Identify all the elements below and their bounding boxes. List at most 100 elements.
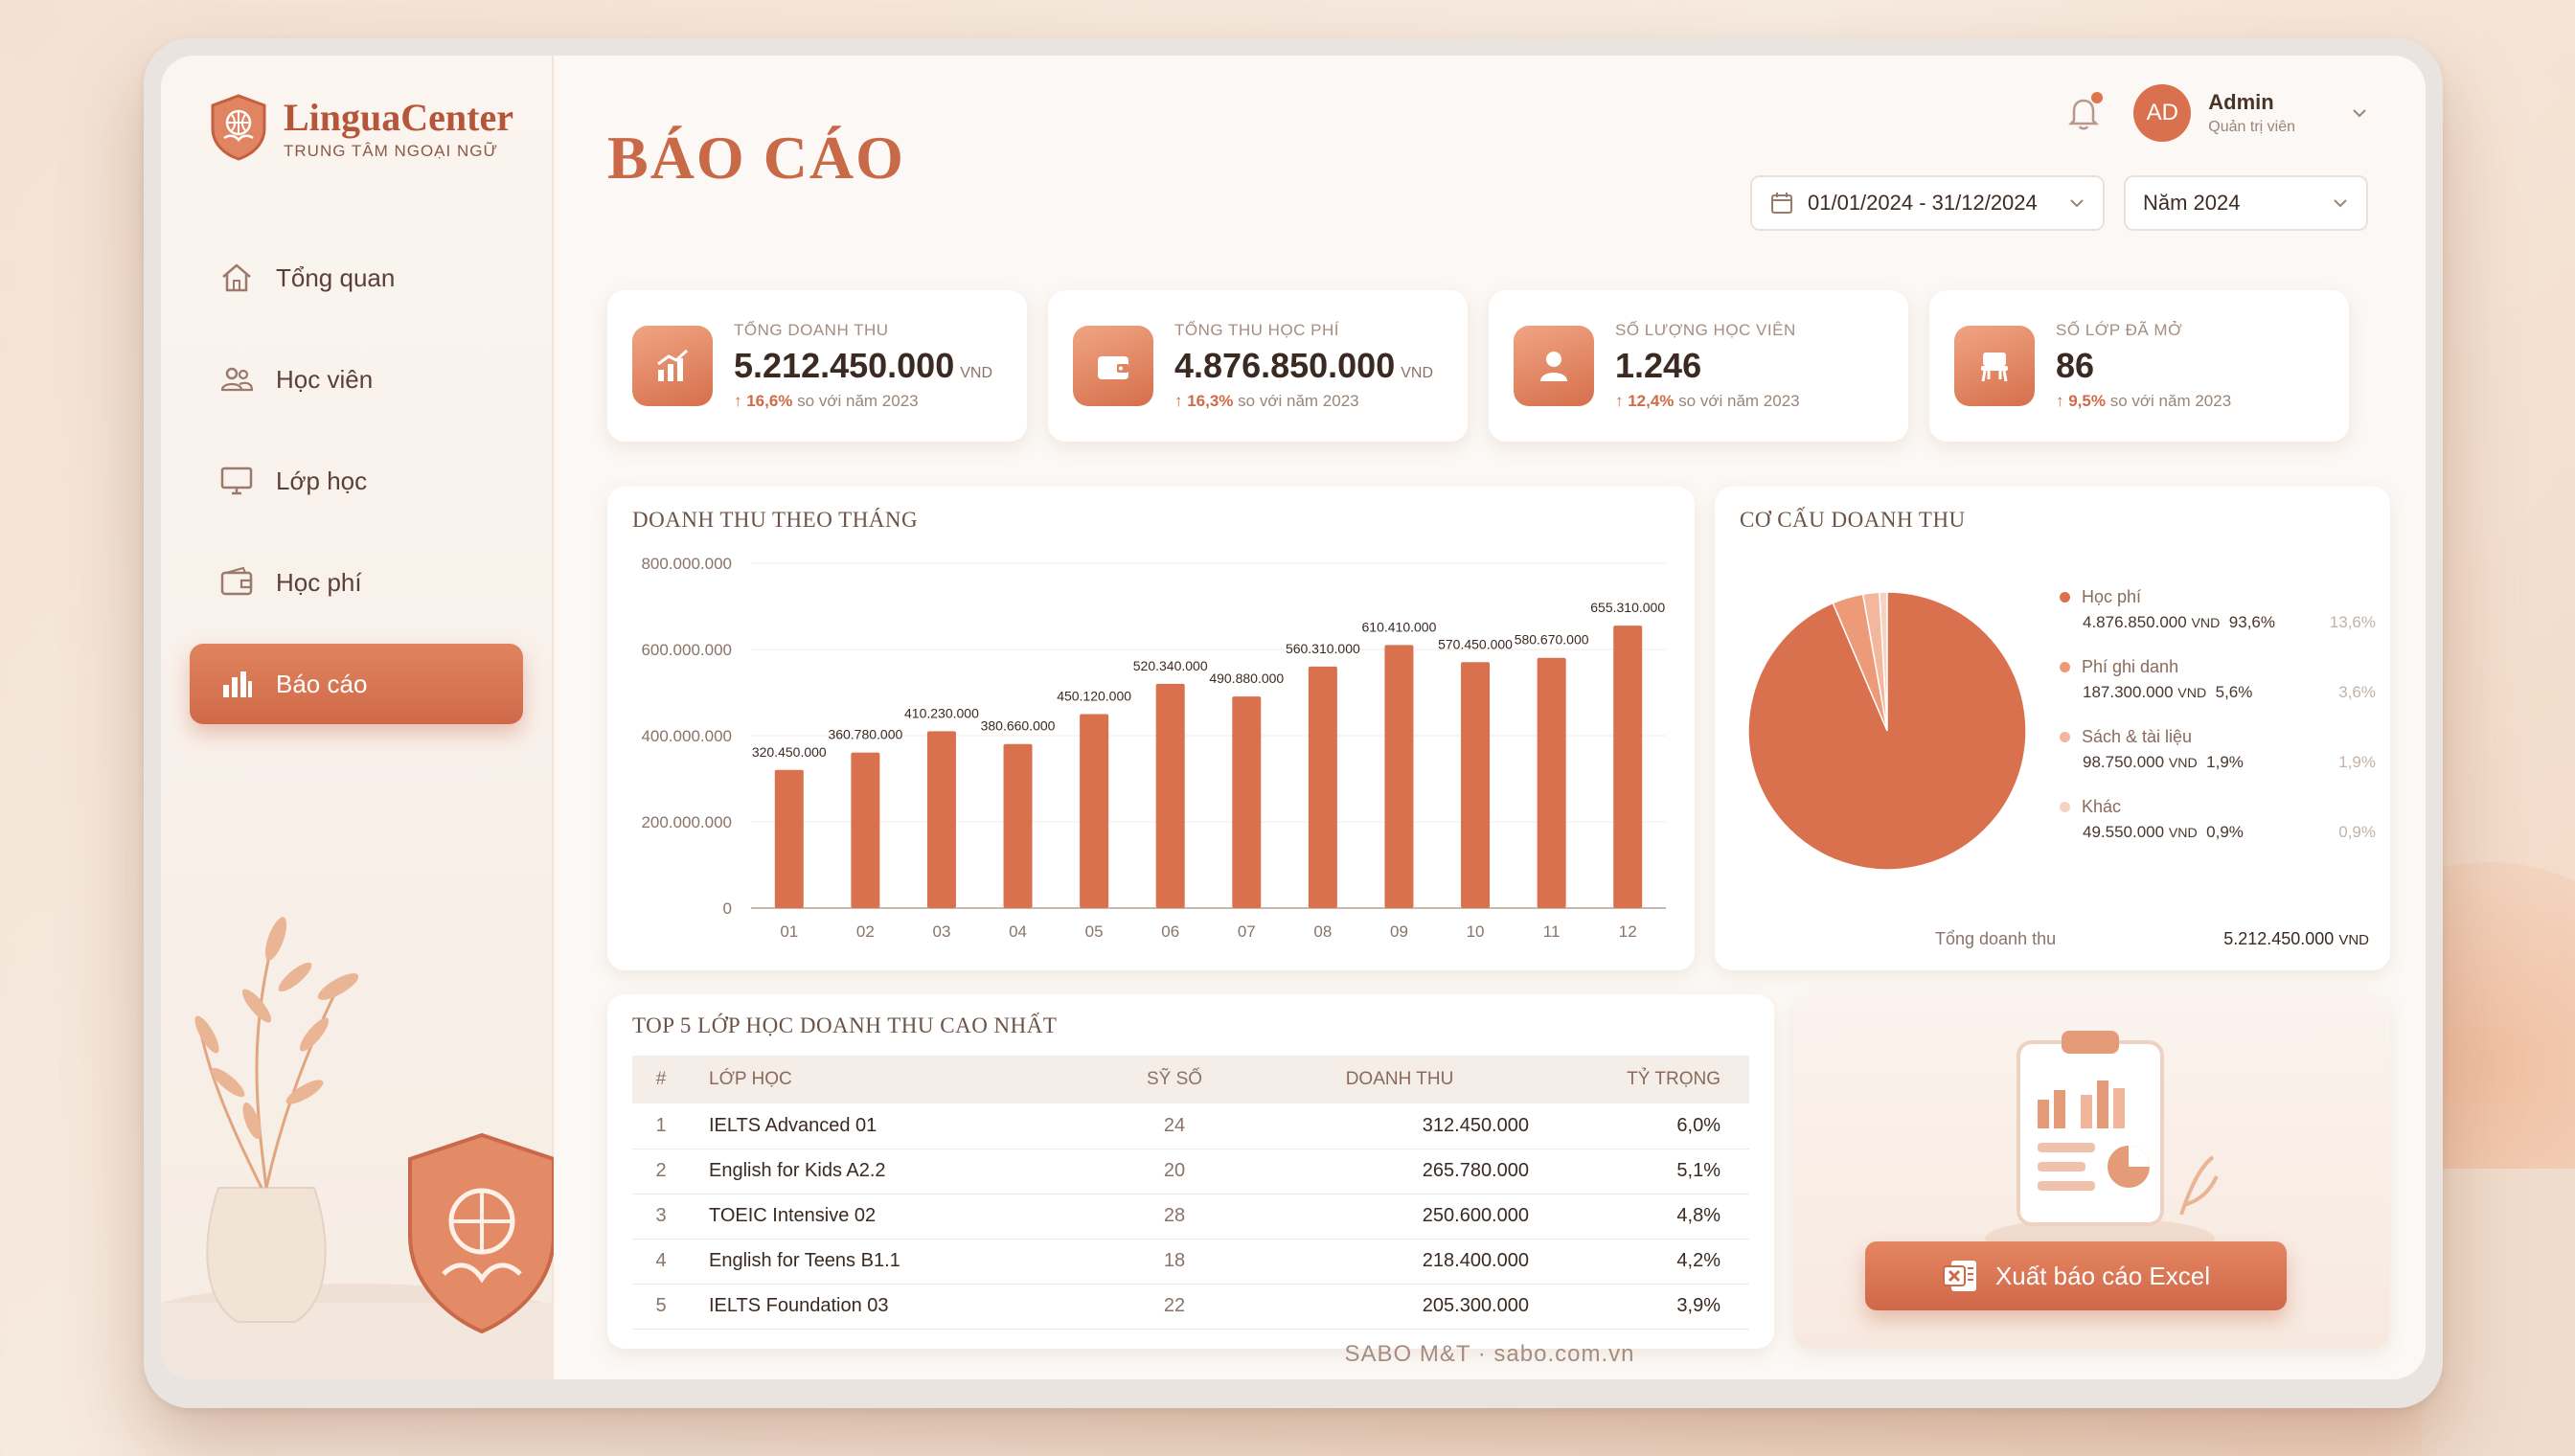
page-title: BÁO CÁO bbox=[607, 124, 905, 192]
main-content: BÁO CÁO AD Admin Quản trị viên bbox=[554, 56, 2426, 1379]
bar-value-label: 655.310.000 bbox=[1590, 600, 1665, 615]
chevron-down-icon bbox=[2353, 109, 2366, 118]
y-tick-label: 200.000.000 bbox=[641, 813, 732, 831]
table-cell: 312.450.000 bbox=[1270, 1103, 1558, 1149]
table-cell: 1 bbox=[632, 1103, 690, 1149]
wallet-icon bbox=[1073, 326, 1153, 406]
table-row[interactable]: 5 IELTS Foundation 03 22 205.300.000 3,9… bbox=[632, 1284, 1749, 1330]
bar-value-label: 560.310.000 bbox=[1286, 641, 1360, 656]
bar-value-label: 360.780.000 bbox=[828, 727, 902, 742]
table-row[interactable]: 3 TOEIC Intensive 02 28 250.600.000 4,8% bbox=[632, 1194, 1749, 1240]
user-icon bbox=[1514, 326, 1594, 406]
filters: 01/01/2024 - 31/12/2024 Năm 2024 bbox=[1750, 175, 2368, 231]
sidebar-item-classes[interactable]: Lớp học bbox=[190, 441, 523, 521]
table-cell: 5,1% bbox=[1558, 1149, 1749, 1194]
sidebar: LinguaCenter TRUNG TÂM NGOẠI NGỮ Tổng qu… bbox=[161, 56, 554, 1379]
bar-chart-icon bbox=[223, 671, 252, 697]
kpi-card-total-revenue[interactable]: TỔNG DOANH THU 5.212.450.000 VND ↑ 16,6% … bbox=[607, 290, 1027, 442]
bar-value-label: 570.450.000 bbox=[1438, 636, 1513, 651]
column-header[interactable]: TỶ TRỌNG bbox=[1558, 1056, 1749, 1103]
x-tick-label: 01 bbox=[780, 922, 798, 941]
kpi-label: SỐ LƯỢNG HỌC VIÊN bbox=[1615, 321, 1796, 339]
table-cell: English for Kids A2.2 bbox=[690, 1149, 1079, 1194]
column-header[interactable]: DOANH THU bbox=[1270, 1056, 1558, 1103]
table-row[interactable]: 1 IELTS Advanced 01 24 312.450.000 6,0% bbox=[632, 1103, 1749, 1149]
sidebar-item-label: Học viên bbox=[276, 364, 374, 394]
kpi-value: 1.246 bbox=[1615, 346, 1702, 385]
y-tick-label: 600.000.000 bbox=[641, 641, 732, 659]
column-header[interactable]: SỸ SỐ bbox=[1079, 1056, 1270, 1103]
report-clipboard-illustration bbox=[1985, 1031, 2219, 1260]
bar-value-label: 610.410.000 bbox=[1362, 619, 1437, 634]
x-tick-label: 10 bbox=[1467, 922, 1485, 941]
top-classes-panel: TOP 5 LỚP HỌC DOANH THU CAO NHẤT # LỚP H… bbox=[607, 994, 1774, 1349]
user-name: Admin bbox=[2208, 90, 2274, 114]
tablet-frame: LinguaCenter TRUNG TÂM NGOẠI NGỮ Tổng qu… bbox=[144, 38, 2443, 1408]
revenue-structure-panel: CƠ CẤU DOANH THU Học phí 4.876.850.000 V… bbox=[1715, 487, 2390, 970]
export-excel-button[interactable]: Xuất báo cáo Excel bbox=[1865, 1241, 2287, 1310]
table-cell: 3,9% bbox=[1558, 1284, 1749, 1330]
kpi-label: SỐ LỚP ĐÃ MỞ bbox=[2056, 321, 2183, 339]
bar-value-label: 520.340.000 bbox=[1133, 658, 1208, 673]
table-cell: 22 bbox=[1079, 1284, 1270, 1330]
table-cell: 250.600.000 bbox=[1270, 1194, 1558, 1240]
sidebar-item-reports[interactable]: Báo cáo bbox=[190, 644, 523, 724]
table-header-row: # LỚP HỌC SỸ SỐ DOANH THU TỶ TRỌNG bbox=[632, 1056, 1749, 1103]
bar-value-label: 580.670.000 bbox=[1515, 632, 1589, 648]
kpi-card-tuition[interactable]: TỔNG THU HỌC PHÍ 4.876.850.000 VND ↑ 16,3… bbox=[1048, 290, 1468, 442]
home-icon bbox=[222, 263, 251, 292]
legend-dot bbox=[2060, 802, 2070, 812]
table-cell: 218.400.000 bbox=[1270, 1239, 1558, 1285]
app-screen: LinguaCenter TRUNG TÂM NGOẠI NGỮ Tổng qu… bbox=[161, 56, 2426, 1379]
sidebar-item-label: Học phí bbox=[276, 567, 362, 597]
user-menu[interactable]: AD Admin Quản trị viên bbox=[2133, 84, 2368, 142]
sidebar-item-label: Báo cáo bbox=[276, 669, 368, 698]
legend-item: Sách & tài liệu 98.750.000 VND 1,9% 1,9% bbox=[2060, 727, 2376, 772]
bar-11 bbox=[1537, 657, 1566, 908]
x-tick-label: 05 bbox=[1085, 922, 1104, 941]
kpi-delta: ↑ 9,5% so với năm 2023 bbox=[2056, 392, 2232, 410]
pie-total: Tổng doanh thu 5.212.450.000 VND bbox=[1935, 929, 2369, 949]
table-row[interactable]: 4 English for Teens B1.1 18 218.400.000 … bbox=[632, 1239, 1749, 1285]
kpi-card-classes[interactable]: SỐ LỚP ĐÃ MỞ 86 ↑ 9,5% so với năm 2023 bbox=[1929, 290, 2349, 442]
sidebar-item-label: Tổng quan bbox=[276, 262, 396, 292]
kpi-cards: TỔNG DOANH THU 5.212.450.000 VND ↑ 16,6% … bbox=[607, 290, 2349, 442]
excel-icon bbox=[1942, 1261, 1976, 1291]
wallet-icon bbox=[220, 566, 253, 596]
monthly-revenue-chart: 0 200.000.000 400.000.000 600.000.000 800.00… bbox=[641, 555, 1666, 941]
kpi-label: TỔNG DOANH THU bbox=[734, 321, 889, 339]
x-tick-label: 08 bbox=[1313, 922, 1332, 941]
bar-08 bbox=[1308, 666, 1337, 908]
table-cell: 3 bbox=[632, 1194, 690, 1240]
table-cell: English for Teens B1.1 bbox=[690, 1239, 1079, 1285]
notification-button[interactable] bbox=[2062, 92, 2105, 134]
table-row[interactable]: 2 English for Kids A2.2 20 265.780.000 5… bbox=[632, 1149, 1749, 1194]
user-role: Quản trị viên bbox=[2208, 119, 2295, 135]
table-cell: 28 bbox=[1079, 1194, 1270, 1240]
kpi-value: 4.876.850.000 VND bbox=[1174, 346, 1434, 385]
year-select[interactable]: Năm 2024 bbox=[2124, 175, 2368, 231]
bar-value-label: 490.880.000 bbox=[1209, 671, 1284, 686]
kpi-delta: ↑ 16,6% so với năm 2023 bbox=[734, 392, 919, 410]
x-tick-label: 11 bbox=[1543, 922, 1561, 941]
y-tick-label: 400.000.000 bbox=[641, 727, 732, 745]
x-tick-label: 02 bbox=[856, 922, 875, 941]
sidebar-nav: Tổng quan Học viên Lớp học Học phí Báo c… bbox=[190, 238, 523, 724]
sidebar-item-fees[interactable]: Học phí bbox=[190, 542, 523, 623]
chevron-down-icon bbox=[2070, 199, 2084, 208]
bar-value-label: 320.450.000 bbox=[752, 744, 827, 760]
brand-shield-icon bbox=[211, 94, 266, 161]
kpi-value: 5.212.450.000 VND bbox=[734, 346, 993, 385]
sidebar-item-students[interactable]: Học viên bbox=[190, 339, 523, 420]
table-cell: 18 bbox=[1079, 1239, 1270, 1285]
pie-slice[interactable] bbox=[1747, 591, 2027, 871]
brand[interactable]: LinguaCenter TRUNG TÂM NGOẠI NGỮ bbox=[209, 94, 523, 161]
kpi-card-students[interactable]: SỐ LƯỢNG HỌC VIÊN 1.246 ↑ 12,4% so với n… bbox=[1489, 290, 1908, 442]
column-header[interactable]: # bbox=[632, 1056, 690, 1103]
column-header[interactable]: LỚP HỌC bbox=[690, 1056, 1079, 1103]
notification-dot bbox=[2091, 92, 2104, 103]
pie-legend: Học phí 4.876.850.000 VND 93,6% 13,6% Phí… bbox=[2060, 587, 2376, 867]
table-cell: IELTS Advanced 01 bbox=[690, 1103, 1079, 1149]
date-range-picker[interactable]: 01/01/2024 - 31/12/2024 bbox=[1750, 175, 2105, 231]
sidebar-item-overview[interactable]: Tổng quan bbox=[190, 238, 523, 318]
